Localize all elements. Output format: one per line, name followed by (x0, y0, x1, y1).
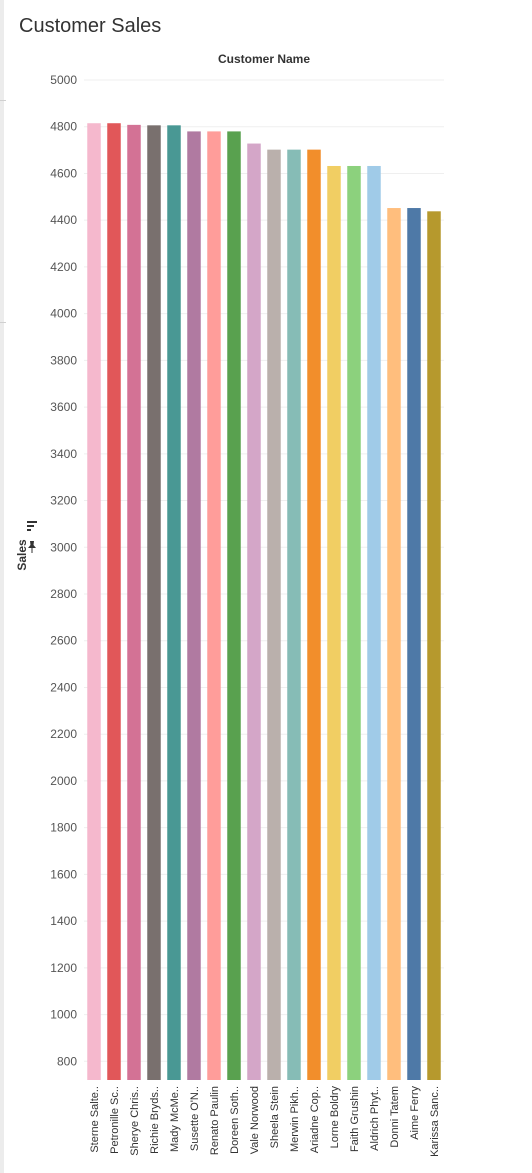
bar[interactable] (327, 165, 341, 1080)
x-tick-label[interactable]: Aime Ferry (409, 1086, 421, 1140)
bar[interactable] (147, 125, 161, 1081)
y-axis-ticks: 800 1000 1200 1400 1600 1800 2000 2200 2400 2600 2… (50, 73, 77, 1068)
bar[interactable] (247, 143, 261, 1081)
bar[interactable] (227, 131, 241, 1081)
y-tick-label: 2200 (50, 727, 77, 741)
gridlines (84, 79, 444, 1062)
y-tick-label: 4000 (50, 307, 77, 321)
bar[interactable] (307, 149, 321, 1081)
sort-descending-icon[interactable] (26, 520, 38, 532)
bar[interactable] (207, 131, 221, 1081)
x-tick-label[interactable]: Vale Norwood (249, 1086, 261, 1154)
y-tick-label: 1800 (50, 821, 77, 835)
y-tick-label: 2400 (50, 680, 77, 694)
y-tick-label: 3800 (50, 353, 77, 367)
bar[interactable] (427, 211, 441, 1080)
y-tick-label: 5000 (50, 73, 77, 87)
y-tick-label: 4800 (50, 120, 77, 134)
x-tick-label[interactable]: Doreen Soth.. (229, 1086, 241, 1154)
x-tick-label[interactable]: Susette O'N.. (189, 1086, 201, 1151)
y-tick-label: 4400 (50, 213, 77, 227)
bars (87, 123, 441, 1081)
y-tick-label: 3600 (50, 400, 77, 414)
column-header[interactable]: Customer Name (217, 52, 311, 66)
pane-divider (0, 322, 6, 323)
x-tick-label[interactable]: Renato Paulin (209, 1086, 221, 1155)
y-tick-label: 1600 (50, 867, 77, 881)
bar[interactable] (287, 149, 301, 1081)
y-tick-label: 800 (57, 1054, 77, 1068)
bar[interactable] (87, 123, 101, 1080)
y-tick-label: 3400 (50, 447, 77, 461)
x-tick-label[interactable]: Karissa Sanc.. (429, 1086, 441, 1157)
y-tick-label: 3200 (50, 494, 77, 508)
y-tick-label: 2600 (50, 634, 77, 648)
x-tick-label[interactable]: Sterne Salte.. (89, 1086, 101, 1153)
x-tick-label[interactable]: Aldrich Phyt.. (369, 1086, 381, 1151)
x-tick-label[interactable]: Richie Bryds.. (149, 1086, 161, 1154)
y-tick-label: 1200 (50, 961, 77, 975)
x-axis-labels: Sterne Salte.. Petronille Sc.. Sherye Chri… (89, 1086, 441, 1157)
bar[interactable] (347, 165, 361, 1080)
left-pane-edge (0, 0, 4, 1173)
x-tick-label[interactable]: Merwin Pikh.. (289, 1086, 301, 1152)
y-tick-label: 1400 (50, 914, 77, 928)
bar[interactable] (367, 165, 381, 1080)
x-tick-label[interactable]: Mady McMe.. (169, 1086, 181, 1152)
y-tick-label: 3000 (50, 540, 77, 554)
y-tick-label: 4200 (50, 260, 77, 274)
y-tick-label: 1000 (50, 1008, 77, 1022)
pin-icon[interactable] (26, 540, 38, 554)
y-tick-label: 2000 (50, 774, 77, 788)
bar[interactable] (407, 208, 421, 1081)
bar[interactable] (187, 131, 201, 1081)
bar[interactable] (167, 125, 181, 1081)
bar[interactable] (107, 123, 121, 1080)
y-tick-label: 4600 (50, 166, 77, 180)
x-tick-label[interactable]: Sherye Chris.. (129, 1086, 141, 1156)
x-tick-label[interactable]: Donni Tatem (389, 1086, 401, 1148)
x-tick-label[interactable]: Lorne Boldry (329, 1086, 341, 1149)
x-tick-label[interactable]: Sheela Stein (269, 1086, 281, 1148)
bar[interactable] (127, 124, 141, 1081)
y-tick-label: 2800 (50, 587, 77, 601)
x-tick-label[interactable]: Petronille Sc.. (109, 1086, 121, 1154)
bar[interactable] (267, 149, 281, 1081)
sheet-title: Customer Sales (19, 15, 162, 37)
x-tick-label[interactable]: Faith Grushin (349, 1086, 361, 1152)
bar[interactable] (387, 208, 401, 1081)
x-tick-label[interactable]: Ariadne Cop.. (309, 1086, 321, 1153)
pane-divider (0, 100, 6, 101)
